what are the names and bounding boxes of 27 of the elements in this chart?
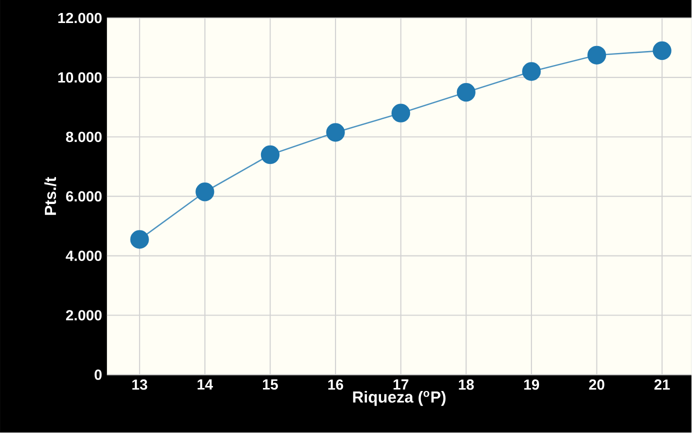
y-tick-label: 4.000: [66, 250, 102, 262]
point: [456, 83, 476, 102]
y-tick-label: 2.000: [66, 310, 102, 321]
y-tick-label: 6.000: [66, 191, 102, 202]
point: [522, 62, 541, 81]
y-tick-label: 12.000: [58, 12, 102, 24]
x-tick-label: 17: [394, 380, 408, 390]
point: [587, 46, 606, 65]
x-tick-label: 21: [654, 380, 670, 390]
point: [260, 146, 280, 164]
y-axis-title: Pts./t: [44, 177, 56, 215]
point: [652, 42, 672, 60]
point: [392, 104, 410, 123]
x-tick-label: 15: [262, 380, 278, 390]
point: [326, 123, 345, 142]
x-tick-label: 20: [589, 380, 604, 390]
x-tick-label: 14: [198, 380, 213, 390]
point: [130, 230, 149, 249]
x-tick-label: 18: [458, 380, 474, 390]
x-tick-label: 13: [132, 380, 148, 390]
x-tick-label: 16: [328, 380, 344, 390]
y-tick-label: 10.000: [58, 72, 102, 83]
y-tick-label: 0: [94, 370, 102, 380]
y-tick-label: 8.000: [66, 132, 102, 142]
point: [196, 182, 214, 202]
x-axis-title: Riqueza ($^{o}$P): [353, 391, 446, 406]
x-tick-label: 19: [524, 380, 540, 390]
